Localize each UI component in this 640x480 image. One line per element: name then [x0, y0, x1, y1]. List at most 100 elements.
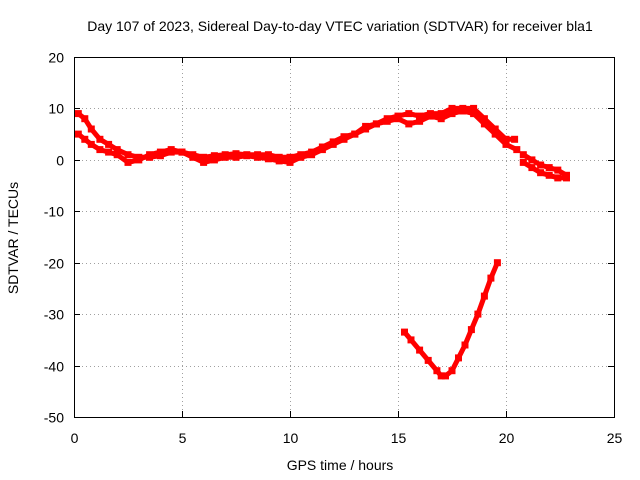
- data-point: [448, 367, 456, 375]
- series-trace: [402, 260, 500, 379]
- data-point: [318, 146, 326, 154]
- plot-frame: [74, 57, 615, 418]
- data-point: [105, 140, 113, 148]
- data-point: [528, 156, 536, 164]
- data-point: [286, 158, 294, 166]
- data-point: [232, 150, 240, 158]
- data-point: [167, 146, 175, 154]
- data-point: [124, 151, 132, 159]
- y-tick-label: -20: [44, 256, 64, 272]
- x-tick-label: 10: [283, 430, 299, 446]
- data-point: [264, 155, 272, 163]
- data-point: [563, 174, 570, 182]
- data-point: [467, 326, 475, 334]
- series-5: [401, 259, 501, 380]
- y-tick-label: 10: [48, 101, 64, 117]
- data-point: [74, 130, 82, 138]
- data-point: [519, 151, 527, 159]
- data-point: [178, 148, 186, 156]
- data-point: [545, 164, 553, 172]
- y-tick-label: -10: [44, 204, 64, 220]
- data-point: [243, 152, 251, 160]
- data-point: [87, 125, 95, 133]
- y-axis-label: SDTVAR / TECUs: [5, 182, 21, 294]
- data-point: [554, 174, 562, 182]
- data-point: [156, 148, 164, 156]
- data-point: [210, 152, 218, 160]
- data-point: [254, 153, 262, 161]
- data-point: [426, 112, 434, 120]
- data-point: [437, 372, 445, 380]
- x-tick-label: 5: [179, 430, 187, 446]
- x-axis-label: GPS time / hours: [287, 457, 394, 473]
- x-tick-label: 0: [71, 430, 79, 446]
- data-point: [537, 169, 545, 177]
- data-point: [480, 120, 488, 128]
- grid: [74, 57, 614, 417]
- chart-title: Day 107 of 2023, Sidereal Day-to-day VTE…: [87, 18, 593, 34]
- data-point: [502, 140, 510, 148]
- data-point: [96, 135, 104, 143]
- data-point: [264, 151, 272, 159]
- tick-labels: 0 5 10 15 20 25 -50 -40 -30 -20 -10 0 10 20: [44, 50, 623, 447]
- x-tick-label: 15: [391, 430, 407, 446]
- data-point: [124, 158, 132, 166]
- data-point: [519, 158, 527, 166]
- data-point: [487, 274, 495, 282]
- data-point: [74, 110, 82, 118]
- data-point: [87, 140, 95, 148]
- data-point: [407, 336, 415, 344]
- data-point: [437, 115, 445, 123]
- data-point: [135, 156, 143, 164]
- data-point: [448, 104, 456, 112]
- y-tick-label: -50: [44, 410, 64, 426]
- data-point: [448, 110, 456, 118]
- data-point: [470, 104, 478, 112]
- data-point: [416, 112, 424, 120]
- data-point: [105, 148, 113, 156]
- y-tick-label: -40: [44, 359, 64, 375]
- series-4: [519, 158, 570, 182]
- data-point: [156, 152, 164, 160]
- data-point: [528, 164, 536, 172]
- data-point: [383, 117, 391, 125]
- data-point: [491, 130, 499, 138]
- data-point: [405, 110, 413, 118]
- data-point: [455, 354, 462, 362]
- data-point: [502, 135, 510, 143]
- data-point: [275, 157, 283, 165]
- data-point: [459, 107, 467, 115]
- data-point: [189, 153, 197, 161]
- data-point: [474, 310, 482, 318]
- data-point: [480, 115, 488, 123]
- data-point: [96, 146, 104, 154]
- data-point: [308, 151, 316, 159]
- data-point: [442, 372, 449, 380]
- data-point: [416, 346, 424, 354]
- data-point: [210, 156, 218, 164]
- y-tick-label: 20: [48, 50, 64, 66]
- y-tick-label: 0: [56, 153, 64, 169]
- data-point: [405, 120, 413, 128]
- data-point: [286, 153, 294, 161]
- data-point: [491, 125, 499, 133]
- data-point: [424, 356, 432, 364]
- data-point: [470, 110, 478, 118]
- data-point: [200, 153, 208, 161]
- data-point: [81, 135, 89, 143]
- data-point: [394, 115, 402, 123]
- axis-ticks: [74, 57, 615, 418]
- data-point: [513, 146, 521, 154]
- data-point: [554, 166, 562, 174]
- data-point: [329, 140, 337, 148]
- data-point: [511, 135, 519, 143]
- data-series: [74, 104, 570, 380]
- data-point: [493, 259, 501, 267]
- data-point: [146, 151, 154, 159]
- series-2: [74, 107, 521, 166]
- data-point: [351, 130, 359, 138]
- data-point: [537, 161, 545, 169]
- data-point: [113, 151, 121, 159]
- data-point: [113, 146, 121, 154]
- data-point: [232, 153, 240, 161]
